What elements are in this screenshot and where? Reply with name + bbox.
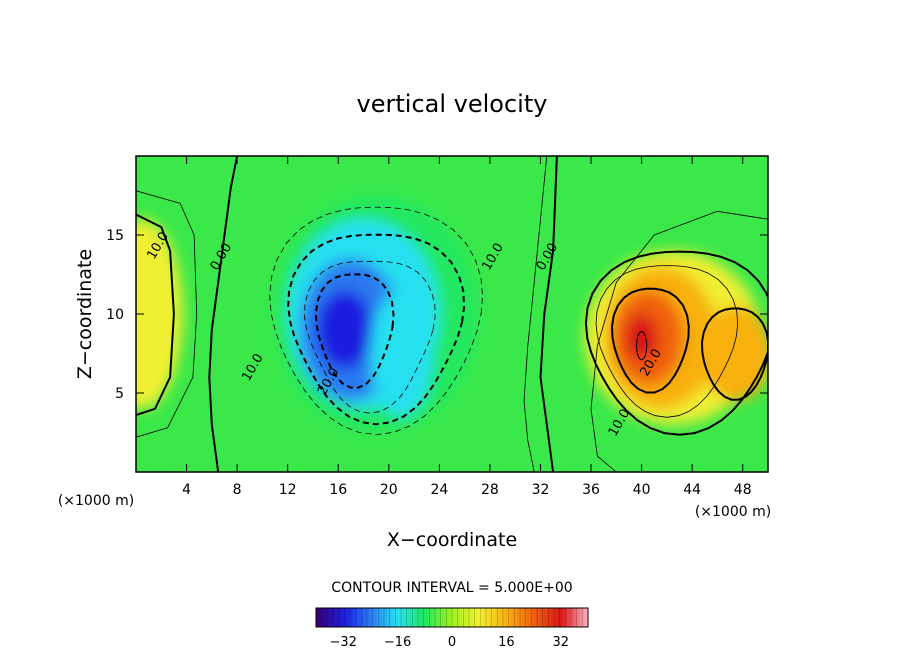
- colorbar: −32 −16 0 16 32: [316, 608, 588, 650]
- x-tick-label: 36: [582, 482, 600, 498]
- x-tick-label: 48: [734, 482, 752, 498]
- x-tick-label: 8: [233, 482, 242, 498]
- field-region: [370, 290, 433, 416]
- y-tick-label: 5: [115, 386, 124, 402]
- x-tick-label: 28: [481, 482, 499, 498]
- field-region: [317, 290, 373, 369]
- colorbar-tick-label: 32: [553, 635, 570, 650]
- x-tick-label: 24: [430, 482, 448, 498]
- x-axis-label: X−coordinate: [387, 529, 517, 551]
- x-tick-label: 44: [683, 482, 701, 498]
- x-tick-label: 40: [633, 482, 651, 498]
- x-tick-label: 12: [279, 482, 297, 498]
- colorbar-tick-label: 0: [448, 635, 456, 650]
- x-tick-label: 32: [532, 482, 550, 498]
- x-tick-label: 16: [329, 482, 347, 498]
- x-axis-unit: (×1000 m): [695, 504, 771, 520]
- y-axis-unit: (×1000 m): [58, 493, 134, 509]
- chart-figure: vertical velocity 10.0 0.0010.0 20.010.0 0.…: [0, 0, 904, 654]
- colorbar-tick-label: −32: [329, 635, 356, 650]
- x-tick-label: 4: [182, 482, 191, 498]
- contour-interval-text: CONTOUR INTERVAL = 5.000E+00: [331, 580, 572, 596]
- x-tick-label: 20: [380, 482, 398, 498]
- y-tick-label: 10: [106, 307, 124, 323]
- chart-title: vertical velocity: [357, 90, 548, 118]
- colorbar-tick-label: −16: [384, 635, 411, 650]
- y-axis-label: Z−coordinate: [74, 249, 96, 379]
- colorbar-tick-label: 16: [498, 635, 515, 650]
- colorbar-ticks: −32 −16 0 16 32: [329, 635, 569, 650]
- y-tick-label: 15: [106, 228, 124, 244]
